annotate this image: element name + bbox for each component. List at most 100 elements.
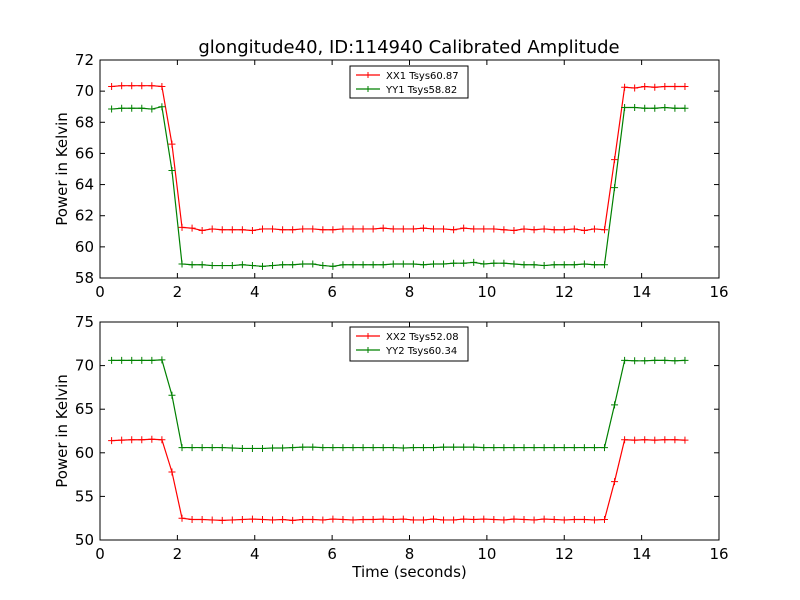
y-axis-label: Power in Kelvin — [53, 112, 71, 226]
data-point — [339, 225, 347, 233]
data-point — [289, 261, 297, 269]
data-point — [560, 226, 568, 234]
data-point — [218, 444, 226, 452]
y-tick-label: 70 — [75, 82, 94, 100]
data-point — [339, 261, 347, 269]
data-point — [389, 260, 397, 268]
data-point — [248, 444, 256, 452]
data-point — [228, 444, 236, 452]
data-point — [460, 259, 468, 267]
data-point — [631, 436, 639, 444]
data-point — [218, 262, 226, 270]
data-point — [309, 516, 317, 524]
x-tick-label: 6 — [327, 545, 337, 563]
data-point — [530, 261, 538, 269]
data-point — [128, 356, 136, 364]
data-point — [319, 226, 327, 234]
data-point — [530, 444, 538, 452]
data-point — [520, 516, 528, 524]
legend-label-1: XX2 Tsys52.08 — [386, 332, 459, 343]
data-point — [248, 262, 256, 270]
data-point — [369, 225, 377, 233]
data-point — [198, 444, 206, 452]
x-tick-label: 4 — [250, 545, 260, 563]
data-point — [460, 224, 468, 232]
data-point — [681, 82, 689, 90]
data-point — [480, 225, 488, 233]
data-point — [359, 261, 367, 269]
x-tick-label: 10 — [477, 545, 496, 563]
data-point — [600, 516, 608, 524]
data-point — [570, 444, 578, 452]
data-point — [590, 516, 598, 524]
y-tick-label: 66 — [75, 144, 94, 162]
data-point — [329, 262, 337, 270]
data-point — [409, 444, 417, 452]
bottom-subplot: 0 2 4 6 8 10 12 14 16 50 55 60 65 70 75 Power in Kelvin… — [53, 313, 729, 581]
data-point — [258, 516, 266, 524]
data-point — [349, 261, 357, 269]
data-point — [138, 82, 146, 90]
data-point — [570, 516, 578, 524]
legend-label-1: XX1 Tsys60.87 — [386, 71, 459, 82]
data-point — [490, 444, 498, 452]
data-point — [299, 516, 307, 524]
data-point — [309, 225, 317, 233]
data-point — [419, 261, 427, 269]
data-point — [269, 516, 277, 524]
data-point — [520, 261, 528, 269]
data-point — [158, 356, 166, 364]
data-point — [309, 260, 317, 268]
data-point — [138, 356, 146, 364]
data-point — [651, 104, 659, 112]
legend-marker-2 — [365, 347, 371, 353]
figure-title: glongitude40, ID:114940 Calibrated Ampli… — [198, 37, 619, 58]
y-tick-label: 60 — [75, 238, 94, 256]
data-point — [118, 104, 126, 112]
data-point — [158, 436, 166, 444]
data-point — [470, 516, 478, 524]
data-point — [621, 83, 629, 91]
x-tick-label: 12 — [555, 283, 574, 301]
data-point — [409, 225, 417, 233]
data-point — [248, 515, 256, 523]
data-point — [128, 436, 136, 444]
data-point — [188, 444, 196, 452]
data-point — [450, 516, 458, 524]
data-point — [369, 261, 377, 269]
data-point — [621, 103, 629, 111]
series-line-1 — [111, 85, 685, 232]
data-point — [128, 82, 136, 90]
x-tick-label: 4 — [250, 283, 260, 301]
data-point — [631, 103, 639, 111]
y-tick-label: 64 — [75, 176, 94, 194]
data-point — [188, 261, 196, 269]
data-point — [641, 82, 649, 90]
data-point — [510, 444, 518, 452]
data-point — [329, 444, 337, 452]
data-point — [309, 443, 317, 451]
data-point — [399, 444, 407, 452]
data-point — [349, 444, 357, 452]
data-point — [470, 225, 478, 233]
data-point — [611, 156, 619, 164]
data-point — [641, 436, 649, 444]
data-point — [108, 82, 116, 90]
y-tick-label: 70 — [75, 357, 94, 375]
data-point — [429, 260, 437, 268]
data-point — [118, 356, 126, 364]
data-point — [450, 226, 458, 234]
x-tick-label: 14 — [632, 283, 651, 301]
data-point — [399, 515, 407, 523]
data-point — [138, 436, 146, 444]
data-point — [168, 167, 176, 175]
data-point — [490, 516, 498, 524]
data-point — [399, 260, 407, 268]
data-point — [590, 225, 598, 233]
data-point — [158, 103, 166, 111]
y-tick-label: 55 — [75, 487, 94, 505]
legend-box — [349, 65, 469, 99]
data-point — [269, 444, 277, 452]
data-point — [580, 260, 588, 268]
data-point — [409, 516, 417, 524]
